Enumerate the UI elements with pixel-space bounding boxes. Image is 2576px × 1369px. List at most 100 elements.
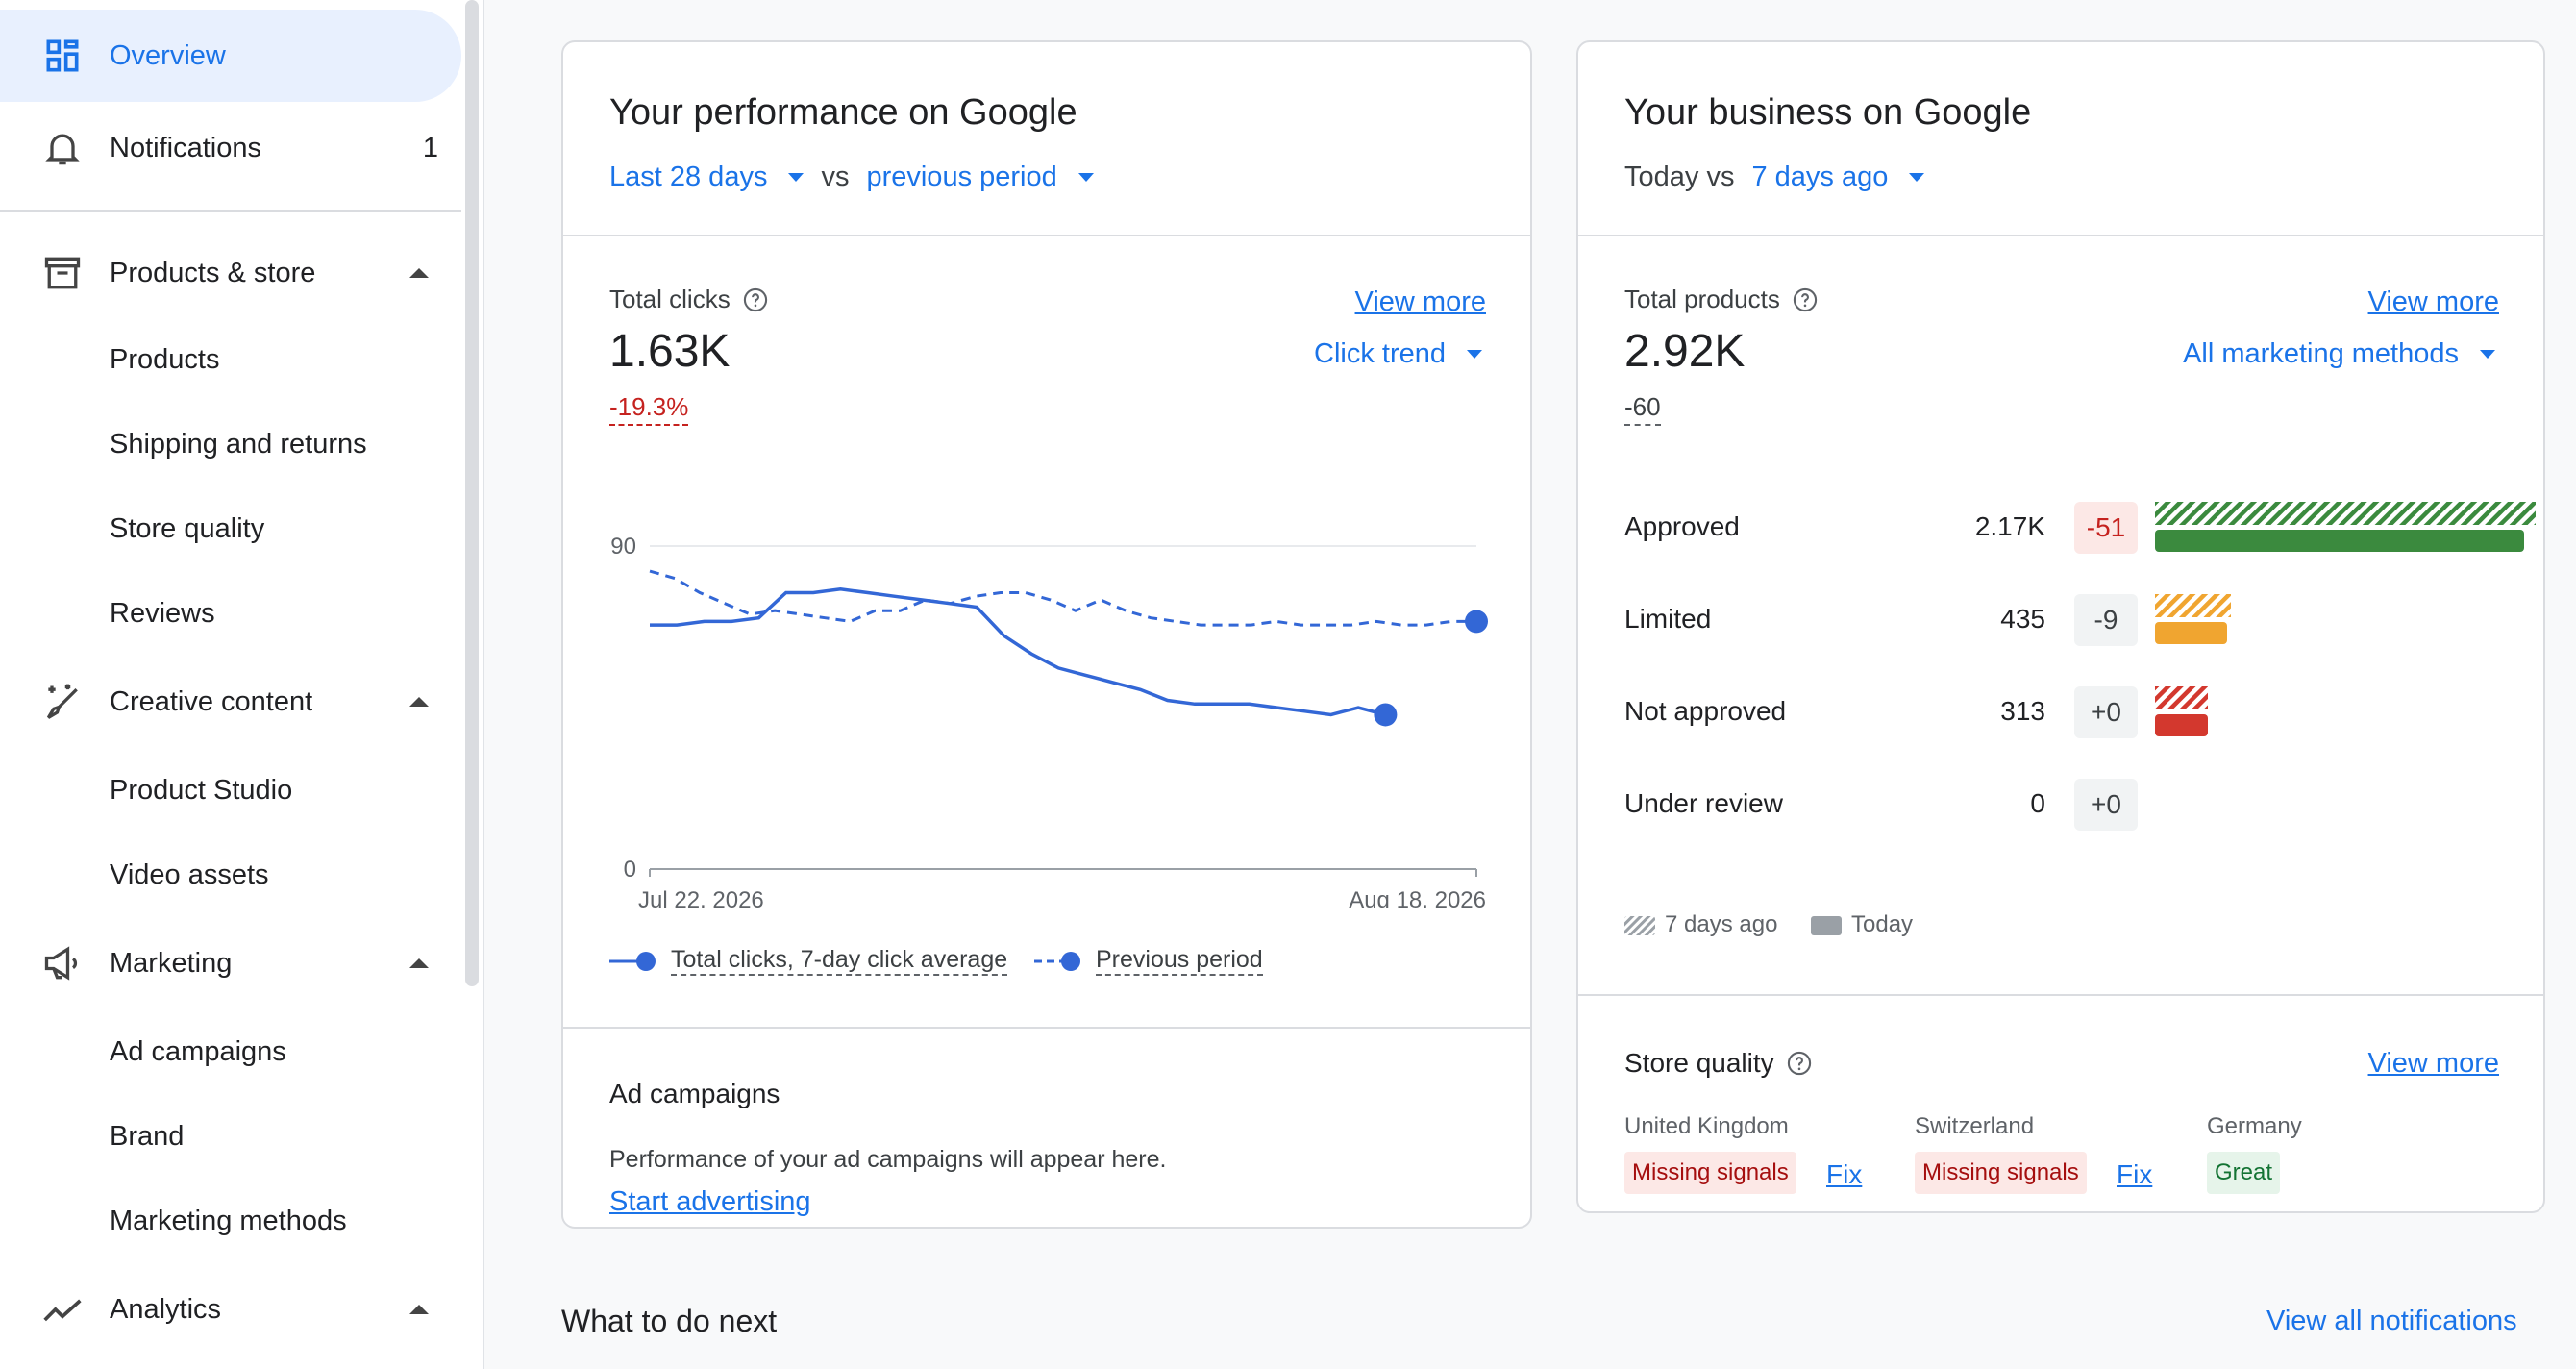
click-trend-label: Click trend [1314, 338, 1446, 369]
brush-sparkle-icon [40, 680, 85, 724]
sidebar-item-ad-campaigns[interactable]: Ad campaigns [0, 1011, 461, 1092]
chevron-up-icon [409, 268, 429, 278]
divider [563, 1027, 1530, 1029]
y-tick-label: 90 [610, 534, 636, 560]
total-products-value: 2.92K [1624, 326, 1746, 377]
view-more-link[interactable]: View more [2367, 286, 2499, 317]
sidebar: Overview Notifications 1 Products & stor… [0, 0, 484, 1369]
sidebar-item-brand[interactable]: Brand [0, 1096, 461, 1177]
sidebar-item-store-quality[interactable]: Store quality [0, 488, 461, 569]
status-badge: Great [2207, 1152, 2281, 1194]
solid-swatch-icon [1811, 916, 1842, 935]
megaphone-icon [40, 941, 85, 985]
sidebar-item-label: Product Studio [110, 774, 293, 806]
fix-link-united-kingdom[interactable]: Fix [1826, 1159, 1863, 1189]
compare-label: 7 days ago [1751, 162, 1889, 192]
start-advertising-link[interactable]: Start advertising [609, 1186, 811, 1217]
sidebar-item-label: Ad campaigns [110, 1035, 286, 1067]
product-status-row: Under review 0 +0 [1624, 777, 2501, 834]
legend-previous-label: Previous period [1096, 946, 1263, 976]
view-all-notifications-link[interactable]: View all notifications [2266, 1306, 2517, 1336]
help-icon[interactable] [742, 286, 769, 313]
status-delta-badge: +0 [2074, 779, 2138, 831]
dashboard-icon [40, 34, 85, 78]
date-range-dropdown[interactable]: Last 28 days [609, 162, 805, 193]
bar-7-days-ago [2155, 686, 2208, 709]
performance-title: Your performance on Google [609, 92, 1077, 133]
series-total-clicks-endpoint [1374, 703, 1398, 727]
country-name: Switzerland [1915, 1113, 2035, 1139]
notification-count: 1 [422, 132, 438, 163]
status-bars [2155, 594, 2231, 644]
bar-today [2155, 530, 2524, 552]
series-total-clicks [650, 587, 1386, 717]
sidebar-item-products[interactable]: Products [0, 319, 461, 400]
legend-now-label: Today [1851, 911, 1914, 937]
sidebar-item-marketing-methods[interactable]: Marketing methods [0, 1181, 461, 1261]
sidebar-item-reviews[interactable]: Reviews [0, 573, 461, 654]
total-products-delta[interactable]: -60 [1624, 392, 1661, 426]
sidebar-item-label: Marketing methods [110, 1205, 347, 1236]
marketing-methods-dropdown[interactable]: All marketing methods [2183, 338, 2495, 370]
country-name: Germany [2207, 1113, 2302, 1139]
sidebar-item-video-assets[interactable]: Video assets [0, 834, 461, 915]
legend-7-days-ago: 7 days ago [1624, 911, 1777, 938]
status-count: 2.17K [1974, 511, 2045, 541]
sidebar-scrollbar[interactable] [465, 0, 479, 986]
status-badge: Missing signals [1624, 1152, 1796, 1194]
performance-card: Your performance on Google Last 28 days … [561, 40, 1532, 1229]
help-icon[interactable] [1792, 286, 1819, 313]
sidebar-item-label: Overview [110, 39, 226, 71]
legend-today: Today [1811, 911, 1913, 938]
compare-label: previous period [866, 162, 1057, 192]
marketing-methods-label: All marketing methods [2183, 338, 2459, 369]
sidebar-item-label: Creative content [110, 685, 313, 717]
status-bars [2155, 686, 2208, 736]
click-trend-dropdown[interactable]: Click trend [1314, 338, 1482, 370]
store-quality-view-more-link[interactable]: View more [2367, 1048, 2499, 1079]
status-badge: Missing signals [1915, 1152, 2087, 1194]
caret-down-icon [1077, 173, 1094, 182]
status-bars [2155, 502, 2536, 552]
sidebar-item-notifications[interactable]: Notifications 1 [0, 102, 461, 194]
bar-today [2155, 714, 2208, 736]
fix-link-switzerland[interactable]: Fix [2117, 1159, 2153, 1189]
x-tick-label: Aug 18, 2026 [1349, 887, 1486, 908]
legend-previous[interactable]: Previous period [1034, 946, 1263, 976]
series-previous-period [649, 569, 1476, 627]
sidebar-item-creative-content[interactable]: Creative content [0, 656, 461, 748]
status-delta-badge: -9 [2074, 594, 2138, 646]
status-count: 435 [2000, 604, 2045, 634]
legend-current[interactable]: Total clicks, 7-day click average [609, 946, 1008, 976]
view-more-link[interactable]: View more [1354, 286, 1486, 317]
sidebar-item-marketing[interactable]: Marketing [0, 917, 461, 1009]
total-clicks-delta[interactable]: -19.3% [609, 392, 689, 426]
legend-prev-label: 7 days ago [1665, 911, 1778, 937]
compare-dropdown[interactable]: previous period [866, 162, 1094, 193]
compare-dropdown[interactable]: 7 days ago [1751, 162, 1925, 193]
metric-label-text: Total products [1624, 285, 1780, 313]
what-to-do-next-title: What to do next [561, 1304, 778, 1338]
hatched-swatch-icon [1624, 916, 1655, 935]
x-tick-label: Jul 22, 2026 [638, 887, 764, 908]
help-icon[interactable] [1786, 1050, 1813, 1077]
country-united-kingdom: United Kingdom Missing signals [1624, 1113, 1796, 1194]
solid-line-marker-icon [609, 951, 656, 971]
sidebar-item-products-store[interactable]: Products & store [0, 227, 461, 319]
divider [563, 235, 1530, 236]
sidebar-item-overview[interactable]: Overview [0, 10, 461, 102]
today-vs-label: Today vs [1624, 162, 1735, 192]
product-status-row: Approved 2.17K -51 [1624, 500, 2536, 558]
ad-campaigns-text: Performance of your ad campaigns will ap… [609, 1146, 1167, 1173]
chevron-up-icon [409, 958, 429, 968]
vs-label: vs [821, 162, 850, 192]
sidebar-item-product-studio[interactable]: Product Studio [0, 750, 461, 831]
sidebar-item-shipping[interactable]: Shipping and returns [0, 404, 461, 485]
sidebar-item-analytics[interactable]: Analytics [0, 1263, 461, 1356]
business-title: Your business on Google [1624, 92, 2032, 133]
chevron-up-icon [409, 1305, 429, 1314]
sidebar-item-label: Video assets [110, 859, 269, 890]
sidebar-item-label: Analytics [110, 1293, 222, 1325]
dashed-line-marker-icon [1034, 951, 1080, 971]
store-quality-label: Store quality [1624, 1048, 1813, 1079]
